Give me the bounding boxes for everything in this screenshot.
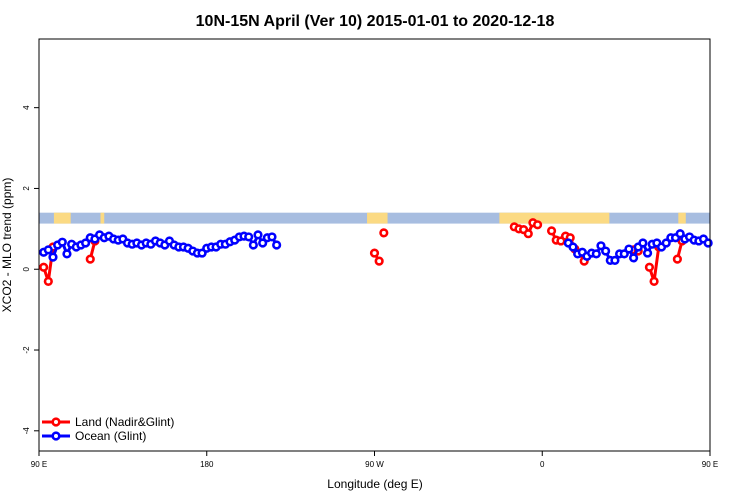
legend-item: Ocean (Glint) — [42, 429, 146, 443]
x-tick-label: 90 E — [31, 460, 47, 469]
legend-label: Ocean (Glint) — [75, 429, 146, 443]
x-tick-label: 90 E — [702, 460, 718, 469]
y-axis-label: XCO2 - MLO trend (ppm) — [0, 178, 14, 313]
data-point — [374, 256, 384, 266]
data-point — [672, 254, 682, 264]
series-group — [39, 218, 713, 286]
data-point — [62, 249, 72, 259]
data-point — [628, 253, 639, 263]
data-point — [546, 226, 557, 236]
x-tick-label: 180 — [200, 460, 214, 469]
data-point — [369, 248, 380, 258]
data-point — [80, 238, 91, 248]
y-tick-label: 2 — [22, 186, 31, 191]
data-point — [591, 249, 601, 259]
data-point — [379, 228, 389, 238]
data-point — [523, 229, 533, 239]
data-point — [624, 244, 634, 254]
data-point — [649, 276, 659, 286]
land-patch — [499, 212, 610, 224]
data-point — [48, 252, 58, 262]
y-tick-label: -2 — [22, 346, 31, 354]
data-point — [244, 232, 254, 242]
land-patch — [53, 212, 71, 224]
legend-label: Land (Nadir&Glint) — [75, 415, 174, 429]
x-tick-label: 0 — [540, 460, 545, 469]
data-point — [601, 246, 611, 256]
land-patch — [100, 212, 105, 224]
data-point — [532, 220, 543, 230]
land-ocean-band — [39, 212, 710, 224]
land-patch — [367, 212, 388, 224]
data-point — [258, 238, 268, 248]
legend-item: Land (Nadir&Glint) — [42, 415, 174, 429]
y-axis: -4 -2 0 2 4 — [22, 105, 39, 434]
data-point — [57, 237, 67, 247]
legend: Land (Nadir&Glint)Ocean (Glint) — [42, 415, 174, 443]
data-point — [568, 242, 578, 252]
data-point — [39, 262, 49, 272]
x-axis-label: Longitude (deg E) — [327, 477, 422, 491]
legend-swatch-marker — [51, 431, 61, 441]
data-point — [644, 262, 655, 272]
y-tick-label: -4 — [22, 427, 31, 435]
series-land — [39, 218, 687, 286]
data-point — [675, 229, 685, 239]
data-point — [43, 245, 53, 255]
data-point — [43, 276, 53, 286]
chart-title: 10N-15N April (Ver 10) 2015-01-01 to 202… — [196, 13, 555, 30]
y-tick-label: 0 — [22, 266, 31, 271]
data-point — [248, 240, 258, 250]
series-ocean — [39, 229, 713, 265]
data-point — [596, 241, 606, 251]
data-point — [661, 238, 671, 248]
data-point — [253, 230, 263, 240]
data-point — [272, 240, 282, 250]
data-point — [267, 232, 277, 242]
y-tick-label: 4 — [22, 105, 31, 110]
data-point — [638, 238, 648, 248]
data-point — [85, 254, 95, 264]
data-point — [642, 248, 653, 258]
x-tick-label: 90 W — [365, 460, 384, 469]
legend-swatch-marker — [51, 417, 61, 427]
x-axis: 90 E 180 90 W 0 90 E — [31, 451, 718, 469]
data-point — [610, 255, 620, 265]
land-patch — [678, 212, 686, 224]
